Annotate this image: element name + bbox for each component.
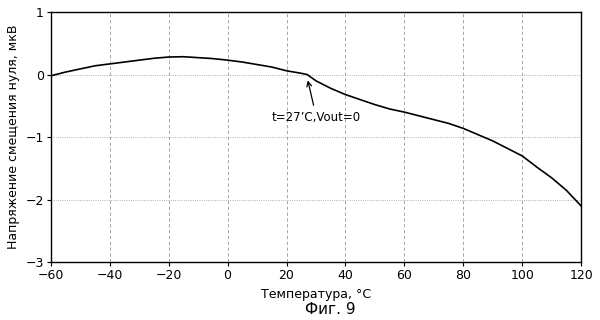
Text: Фиг. 9: Фиг. 9	[305, 301, 355, 316]
X-axis label: Температура, °C: Температура, °C	[261, 288, 371, 301]
Text: t=27’C,Vout=0: t=27’C,Vout=0	[272, 82, 361, 124]
Y-axis label: Напряжение смещения нуля, мкВ: Напряжение смещения нуля, мкВ	[7, 25, 20, 249]
